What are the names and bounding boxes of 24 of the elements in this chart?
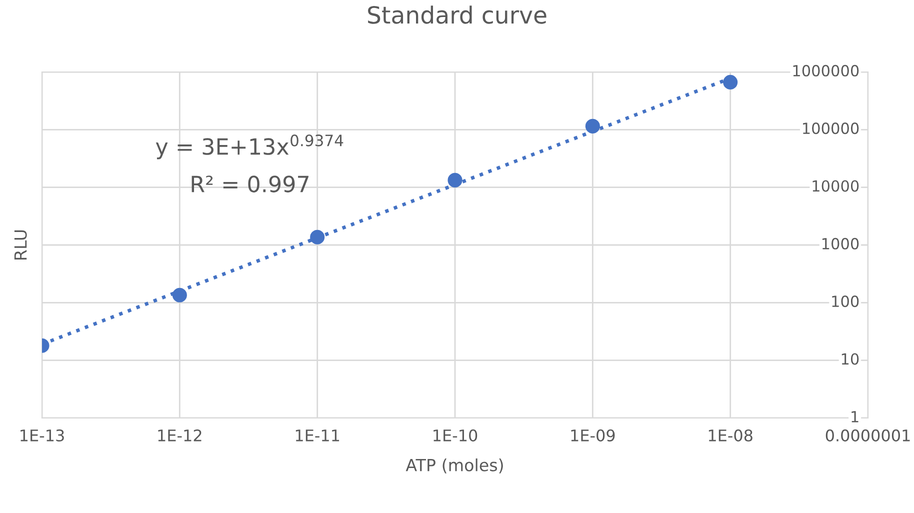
y-tick-label: 1000: [822, 238, 859, 250]
x-tick-label: 1E-11: [296, 430, 340, 442]
x-tick-label: 1E-08: [708, 429, 752, 442]
y-tick-label: 10000: [812, 180, 859, 192]
y-tick-label: 1: [852, 411, 858, 422]
y-tick-label: 1000000: [793, 64, 859, 76]
point: [310, 230, 325, 244]
point: [723, 74, 738, 90]
y-tick-label: 10: [842, 353, 859, 365]
y-tick-label: 100000: [803, 122, 859, 134]
y-tick-label: 100: [832, 296, 859, 308]
point: [585, 118, 600, 134]
chart-title: Standard curve: [368, 6, 546, 24]
annotation: y = 3E+13x$^{0.9374}$: [156, 134, 344, 160]
x-tick-label: 1E-13: [20, 429, 64, 442]
point: [172, 288, 187, 302]
point: [448, 172, 462, 188]
x-tick-label: 1E-10: [434, 429, 478, 442]
y-axis-title: RLU: [14, 230, 27, 260]
x-tick-label: 1E-12: [158, 429, 202, 442]
x-axis-title: ATP (moles): [406, 458, 503, 474]
x-tick-label: 0.0000001: [826, 429, 910, 442]
annotation: R² = 0.997: [192, 176, 308, 192]
x-tick-label: 1E-09: [571, 429, 615, 442]
